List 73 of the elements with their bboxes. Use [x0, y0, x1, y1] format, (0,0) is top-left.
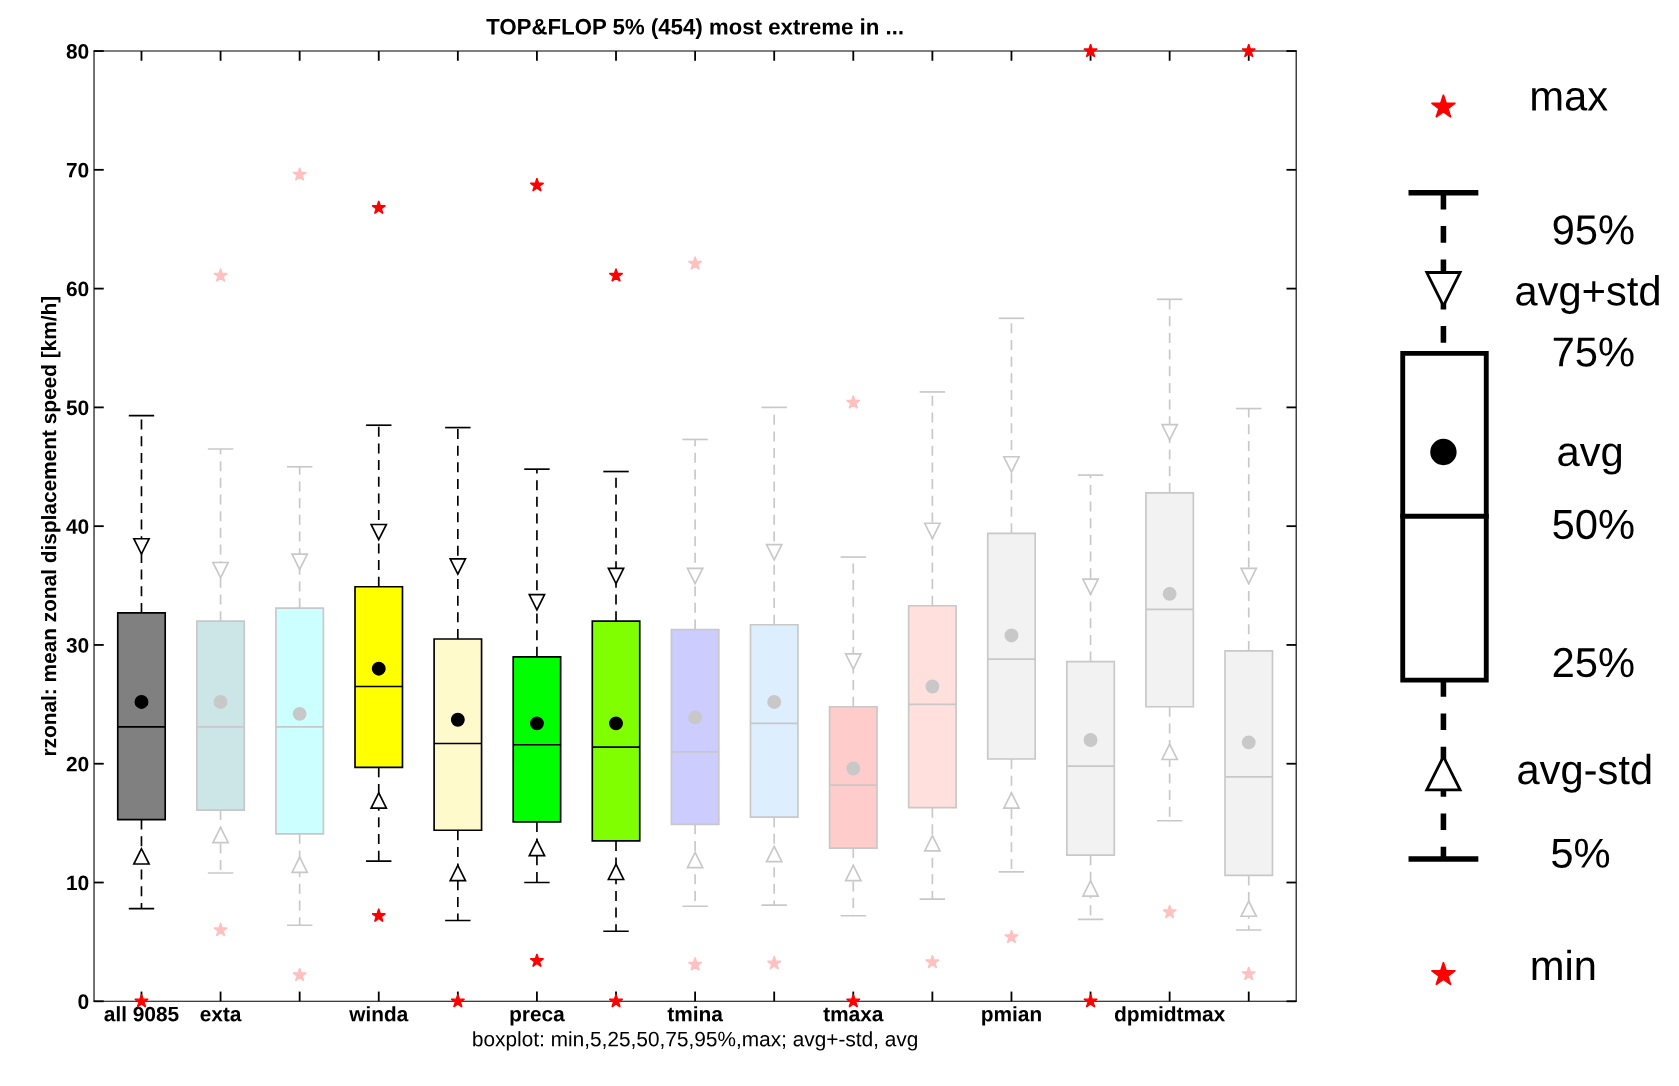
text: avg [1558, 443, 1622, 475]
point [765, 845, 783, 863]
point [133, 847, 150, 865]
point [765, 543, 783, 561]
y-tick-label: 20 [66, 756, 89, 772]
text: max [1532, 87, 1608, 111]
point [844, 864, 862, 882]
point [1161, 423, 1179, 441]
point [687, 956, 703, 971]
point [1082, 879, 1100, 897]
text: min [1532, 949, 1595, 981]
text: 75% [1553, 337, 1634, 367]
point [370, 792, 388, 810]
text: avg-std [1518, 753, 1651, 793]
y-axis-title: rzonal: mean zonal displacement speed [km/h] [41, 296, 61, 756]
x-tick-label: dpmidtmax [1114, 1006, 1226, 1026]
point [212, 561, 230, 579]
text: 25% [1553, 647, 1634, 678]
x-tick-label: preca [510, 1010, 565, 1026]
text: avg+std [1516, 275, 1659, 314]
y-tick-label: 50 [66, 400, 89, 416]
x-tick-label: all 9085 [104, 1006, 179, 1022]
point [1162, 904, 1177, 919]
x-tick-label: winda [349, 1006, 409, 1022]
y-tick-label: 60 [66, 281, 89, 297]
point [133, 537, 150, 555]
point [923, 522, 941, 540]
point [607, 567, 625, 585]
y-tick-label: 30 [66, 637, 89, 653]
point [291, 856, 309, 874]
point [607, 863, 625, 881]
point [1002, 792, 1020, 810]
point [1240, 567, 1258, 585]
point [766, 955, 782, 970]
y-tick-label: 10 [67, 875, 89, 891]
point [291, 553, 309, 571]
point [686, 567, 704, 585]
point [1241, 43, 1257, 58]
point [923, 834, 941, 852]
point [1083, 43, 1098, 58]
text: 50% [1553, 509, 1634, 540]
point [1161, 743, 1179, 761]
y-tick-label: 0 [78, 994, 89, 1010]
point [1082, 578, 1100, 596]
x-axis-title: boxplot: min,5,25,50,75,95%,max; avg+-std, avg [473, 1031, 917, 1051]
point [213, 922, 228, 937]
y-tick-label: 70 [66, 162, 89, 178]
text: 5% [1552, 838, 1610, 868]
point [925, 954, 940, 969]
point [371, 200, 387, 215]
point [449, 558, 467, 576]
point [1004, 929, 1019, 944]
point [608, 267, 624, 282]
point [528, 839, 546, 857]
point [292, 967, 307, 982]
x-tick-label: tmina [667, 1006, 724, 1022]
chart-title: TOP&FLOP 5% (454) most extreme in ... [486, 18, 903, 39]
point [1240, 900, 1258, 918]
y-tick-label: 80 [66, 44, 89, 59]
point [529, 177, 545, 192]
point [844, 653, 862, 671]
point [212, 826, 230, 844]
x-tick-label: pmian [982, 1006, 1041, 1026]
text: 95% [1553, 215, 1634, 245]
x-tick-label: exta [200, 1007, 242, 1022]
point [449, 864, 467, 882]
x-tick-label: tmaxa [823, 1007, 884, 1022]
y-tick-label: 40 [66, 519, 89, 534]
point [370, 523, 388, 541]
point [1002, 455, 1020, 473]
point [1241, 966, 1257, 981]
point [686, 851, 704, 869]
point [528, 593, 546, 611]
